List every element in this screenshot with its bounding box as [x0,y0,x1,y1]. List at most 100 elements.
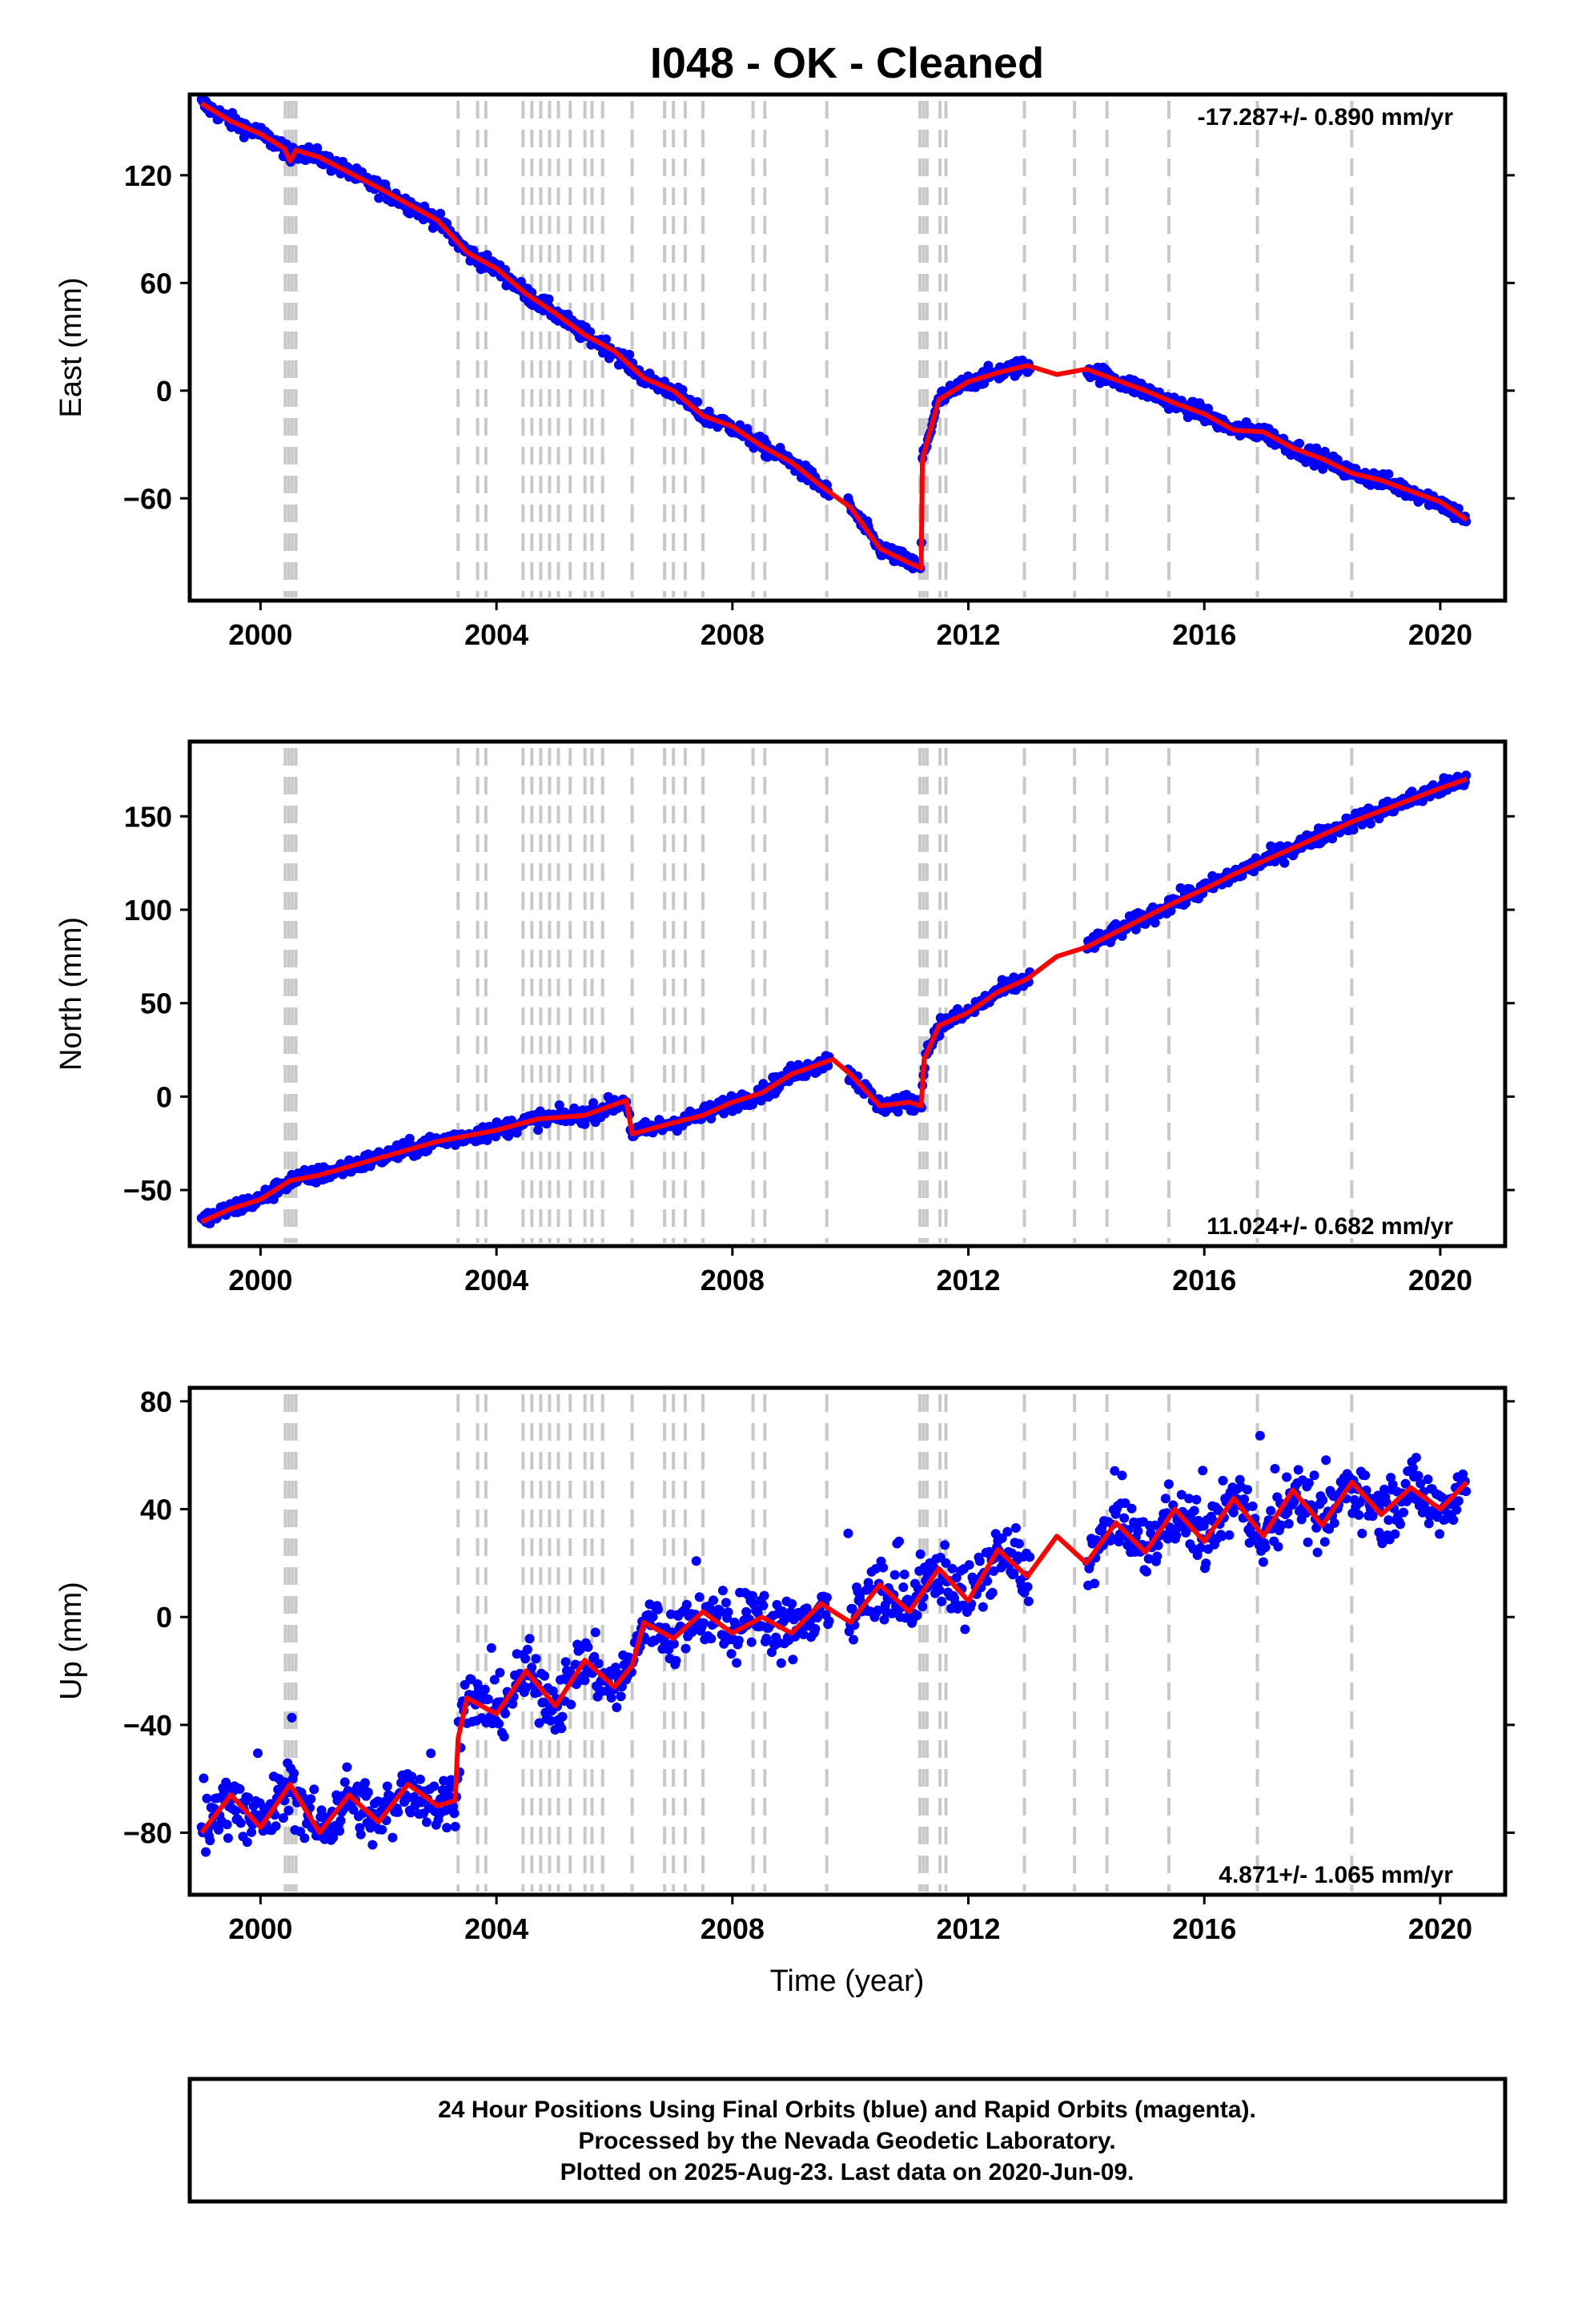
up-data-point [870,1564,881,1574]
up-data-point [546,1715,556,1726]
footer-line-3: Plotted on 2025-Aug-23. Last data on 202… [560,2159,1134,2185]
up-data-point [951,1573,962,1583]
up-data-point [1120,1498,1130,1508]
up-data-point [570,1659,580,1670]
up-data-point [299,1833,310,1844]
up-data-point [1025,1552,1035,1562]
up-data-point [335,1826,345,1836]
north-y-tick-label: −50 [123,1174,172,1207]
up-data-point [681,1599,692,1610]
up-data-point [489,1675,500,1685]
north-y-tick-label: 100 [124,894,172,927]
up-data-point [593,1659,604,1669]
east-data-point [1383,469,1394,479]
east-model-line [200,101,1468,571]
up-data-point [540,1671,550,1681]
up-data-point [1201,1558,1211,1569]
up-data-point [1276,1520,1287,1530]
up-data-point [1354,1510,1364,1520]
up-data-point [982,1576,993,1586]
up-data-point [1367,1511,1378,1522]
up-data-point [1224,1530,1235,1540]
east-x-tick-label: 2000 [228,618,292,651]
up-data-point [429,1781,440,1791]
up-data-point [1010,1523,1021,1533]
up-data-point [849,1634,858,1645]
up-data-point [1373,1490,1383,1501]
up-data-point [1319,1537,1330,1547]
up-data-point [653,1604,663,1614]
up-data-point [898,1582,909,1592]
up-data-point [748,1590,757,1601]
up-data-point [879,1614,889,1625]
up-data-point [355,1829,366,1839]
up-data-point [1218,1475,1228,1486]
up-data-point [1411,1453,1421,1463]
up-data-point [940,1540,950,1550]
up-data-point [941,1558,951,1568]
north-y-tick-label: 150 [124,800,172,833]
up-data-point [1270,1464,1280,1474]
up-data-point [721,1598,731,1608]
east-data-point [693,396,703,407]
up-x-tick-label: 2016 [1172,1912,1236,1945]
up-data-point [1195,1542,1206,1553]
up-data-point [699,1618,709,1628]
up-data-point [709,1595,718,1606]
up-data-point [1191,1494,1202,1505]
up-data-point [316,1805,327,1815]
up-data-point [480,1684,490,1695]
north-y-tick-label: 0 [156,1080,172,1113]
up-data-point [444,1791,454,1801]
up-data-point [1360,1470,1371,1481]
up-data-point [1023,1596,1034,1606]
east-y-tick-label: 120 [124,159,172,192]
up-data-point [1436,1492,1447,1502]
east-y-tick-label: −60 [123,482,172,515]
up-data-point [1163,1479,1174,1490]
up-panel: 2000 2004 2008 2012 2016 2020 80 40 0 −40 −80 Up … [54,1385,1515,1945]
up-data-point [231,1806,241,1816]
north-event-lines [283,748,1354,1243]
up-data-point [242,1837,252,1848]
up-frame [187,1385,1508,1897]
up-data-point [449,1808,460,1819]
east-rate-label: -17.287+/- 0.890 mm/yr [1198,104,1454,131]
east-data-point [601,334,611,344]
up-data-point [348,1804,359,1815]
up-data-point [580,1675,590,1686]
north-y-axis-label: North (mm) [54,917,88,1071]
up-data-point [1423,1474,1433,1485]
up-data-point [717,1586,728,1596]
up-data-point [247,1827,257,1837]
up-data-point [483,1694,493,1704]
north-model-line [200,776,1468,1224]
up-data-point [499,1731,509,1742]
up-data-point [1379,1484,1390,1494]
up-data-point [1002,1526,1013,1537]
up-data-point [873,1605,883,1615]
up-data-point [934,1585,945,1595]
east-x-axis: 2000 2004 2008 2012 2016 2020 [228,601,1472,651]
up-data-point [812,1613,822,1622]
north-data-point [1150,918,1160,928]
up-data-point [339,1777,350,1787]
up-event-lines [283,1394,1354,1892]
up-data-point [1235,1474,1245,1485]
up-data-point [590,1627,600,1638]
up-data-point [1258,1557,1268,1567]
up-data-point [508,1699,518,1709]
up-data-point [1293,1465,1303,1475]
up-data-point [781,1614,791,1624]
up-data-point [616,1691,626,1702]
east-x-tick-label: 2004 [464,618,528,651]
up-data-point [787,1598,797,1609]
up-data-point [1014,1538,1024,1549]
east-data-points [196,94,1472,573]
north-data-point [588,1098,599,1108]
up-data-point [1387,1480,1398,1490]
up-data-point [1399,1507,1408,1518]
up-y-axis-label: Up (mm) [54,1582,88,1700]
up-data-point [847,1603,857,1614]
